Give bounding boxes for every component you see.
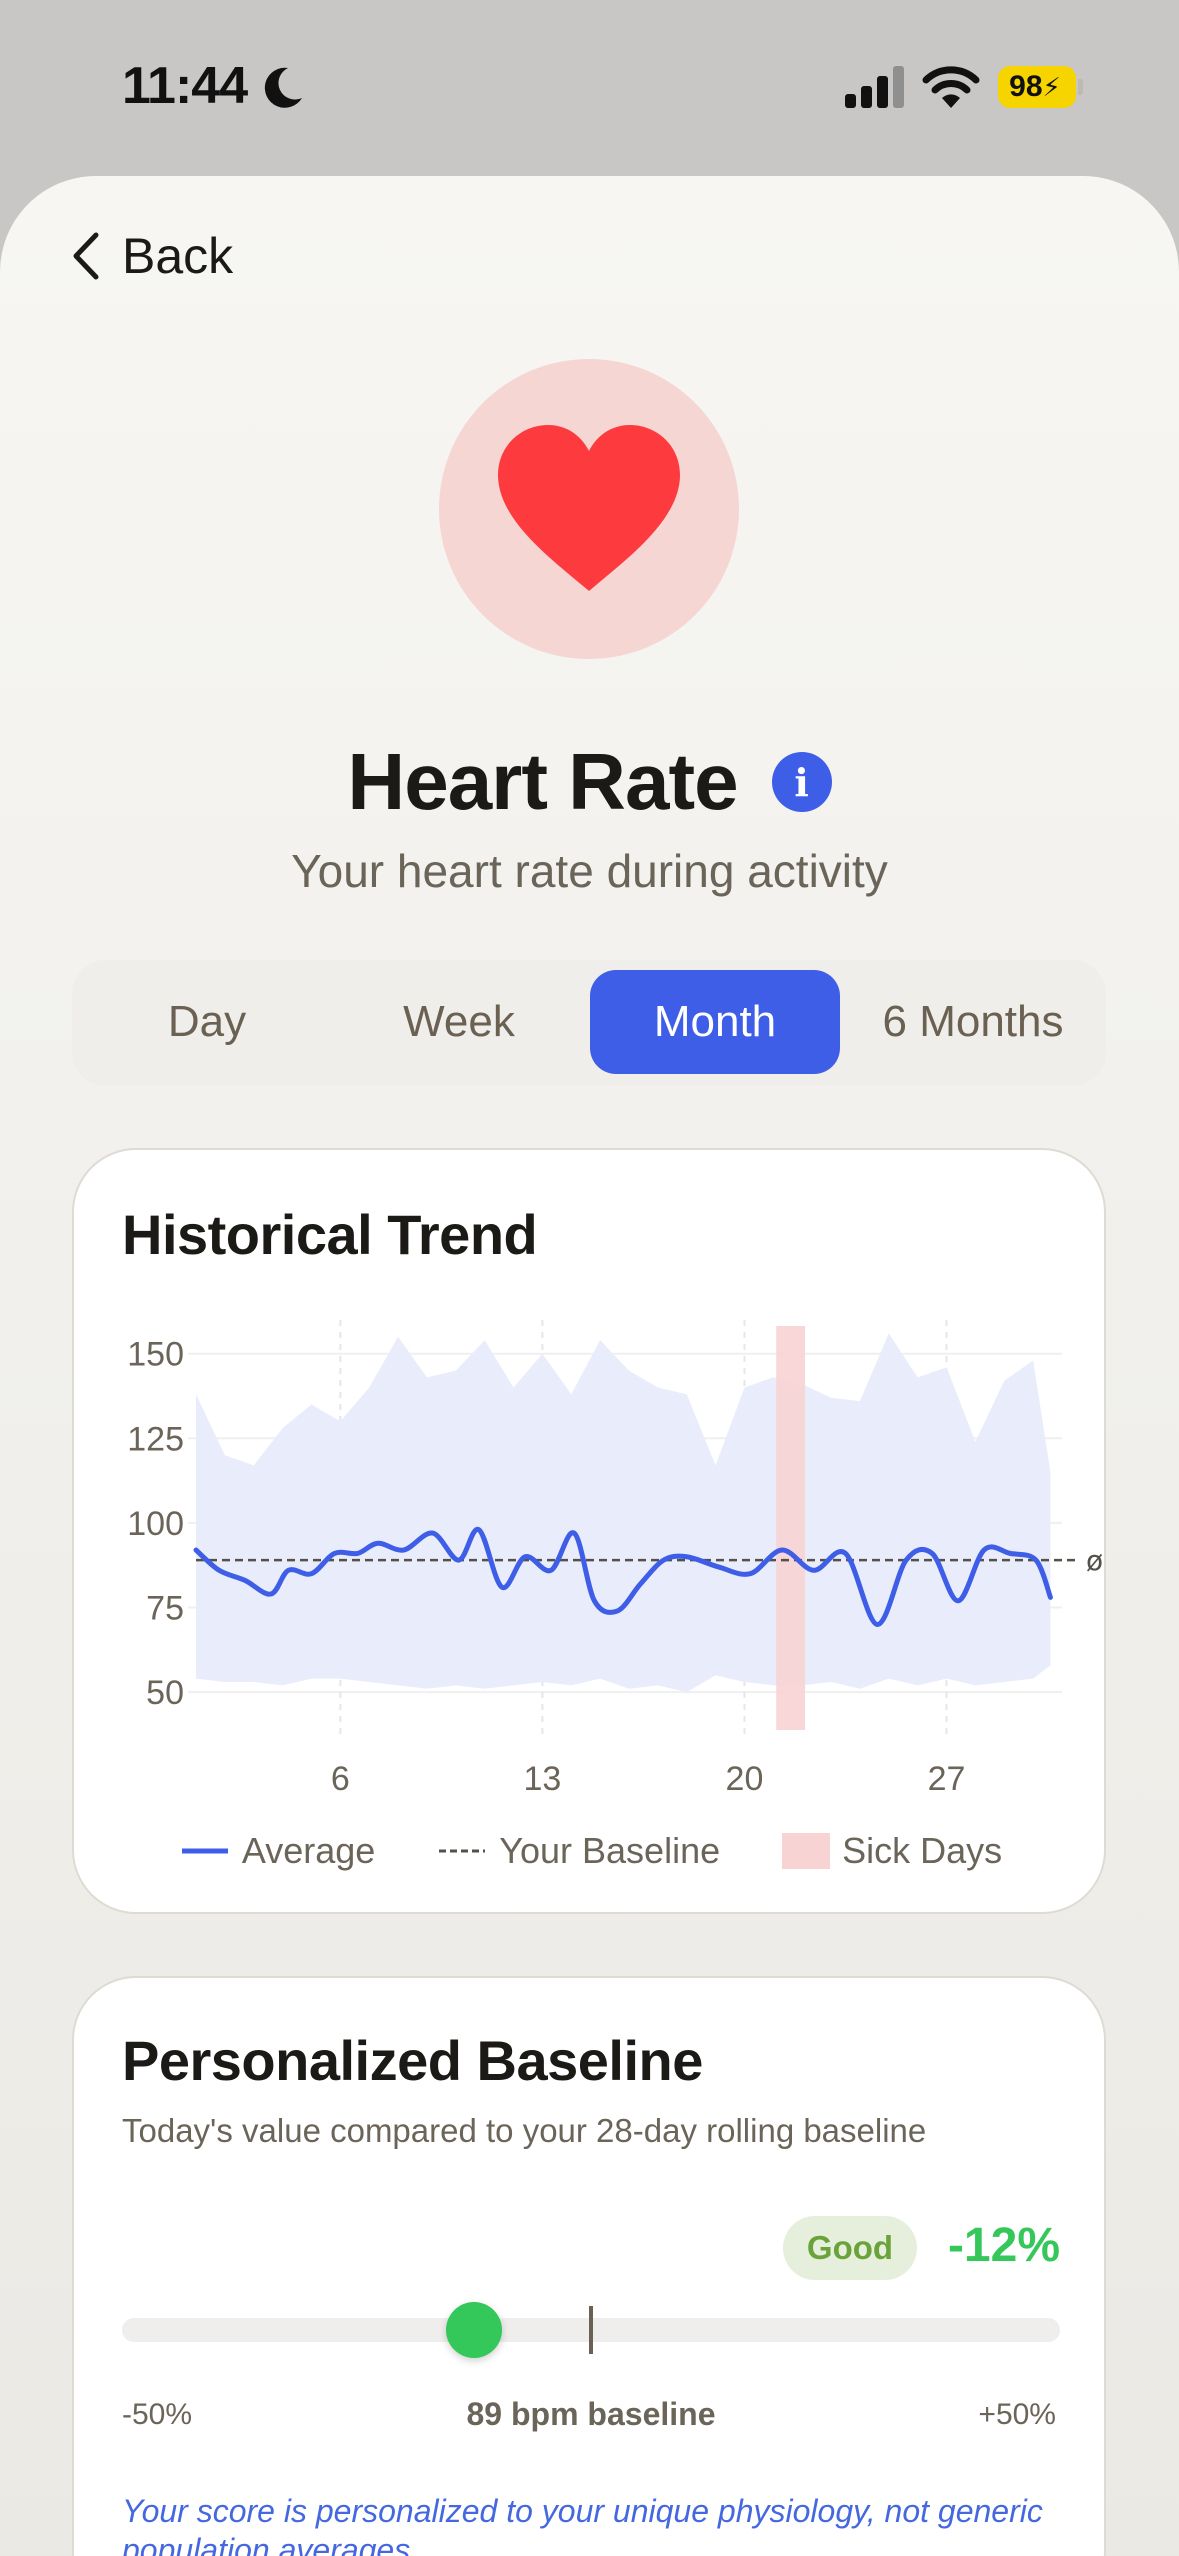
personalized-baseline-card: Personalized Baseline Today's value comp… xyxy=(72,1976,1106,2556)
y-tick-label: 75 xyxy=(146,1590,184,1628)
legend-label: Your Baseline xyxy=(499,1830,721,1871)
legend-item-average: Average xyxy=(180,1830,375,1872)
x-tick-label: 6 xyxy=(331,1760,350,1798)
y-tick-label: 50 xyxy=(146,1674,184,1712)
scale-min-label: -50% xyxy=(122,2398,193,2431)
signal-icon xyxy=(845,66,904,108)
info-icon[interactable]: i xyxy=(771,752,832,812)
slider-knob[interactable] xyxy=(446,2302,503,2358)
y-tick-label: 100 xyxy=(127,1505,184,1543)
tab-day[interactable]: Day xyxy=(167,997,247,1046)
battery-level: 98 xyxy=(1009,70,1043,103)
hero-icon-circle xyxy=(439,359,739,659)
delta-value: -12% xyxy=(947,2219,1060,2272)
legend-line-swatch xyxy=(181,1848,228,1854)
baseline-end-label: ø xyxy=(1086,1544,1103,1577)
page-subtitle: Your heart rate during activity xyxy=(291,845,888,897)
status-time: 11:44 xyxy=(122,57,248,115)
card-title: Historical Trend xyxy=(122,1203,538,1266)
tab-6-months[interactable]: 6 Months xyxy=(882,997,1064,1046)
back-label: Back xyxy=(122,228,234,284)
legend-label: Sick Days xyxy=(842,1830,1003,1871)
baseline-marker xyxy=(589,2306,593,2354)
status-badge: Good xyxy=(783,2216,917,2280)
scale-center-label: 89 bpm baseline xyxy=(466,2396,716,2432)
chart-legend: Average Your Baseline Sick Days xyxy=(74,1830,1108,1872)
tab-week[interactable]: Week xyxy=(403,997,515,1046)
legend-item-sick-days: Sick Days xyxy=(782,1830,1002,1872)
historical-trend-card: Historical Trend ø 50 75 100 125 150 6 13 20 27 A… xyxy=(72,1148,1106,1914)
x-tick-label: 20 xyxy=(726,1760,764,1798)
personalization-note: Your score is personalized to your uniqu… xyxy=(122,2493,1043,2556)
average-line xyxy=(193,1527,1053,1627)
legend-item-baseline: Your Baseline xyxy=(437,1830,720,1872)
page-title: Heart Rate xyxy=(347,737,738,826)
x-tick-label: 13 xyxy=(523,1760,561,1798)
legend-label: Average xyxy=(241,1830,376,1871)
legend-box-swatch xyxy=(782,1833,831,1869)
card-subtitle: Today's value compared to your 28-day ro… xyxy=(122,2112,927,2149)
legend-dashed-swatch xyxy=(439,1849,486,1853)
trend-chart: ø 50 75 100 125 150 6 13 20 27 xyxy=(127,1320,1103,1798)
y-tick-label: 150 xyxy=(127,1336,184,1374)
title-row: Heart Rate i xyxy=(0,736,1179,828)
battery-charging-icon: 98 ⚡ xyxy=(998,66,1076,108)
sick-days-band xyxy=(776,1326,806,1730)
moon-icon xyxy=(264,67,302,108)
card-title: Personalized Baseline xyxy=(122,2029,703,2092)
status-bar: 11:44 98 ⚡ xyxy=(0,0,1179,176)
detail-sheet: Back Heart Rate i Your heart rate during… xyxy=(0,176,1179,2556)
period-segmented-control: Day Week Month 6 Months xyxy=(72,960,1106,1086)
chevron-left-icon xyxy=(73,232,99,280)
y-tick-label: 125 xyxy=(127,1420,184,1458)
back-button[interactable]: Back xyxy=(68,226,233,286)
x-tick-label: 27 xyxy=(928,1760,966,1798)
scale-max-label: +50% xyxy=(978,2398,1056,2431)
range-area xyxy=(196,1333,1051,1693)
battery-cap xyxy=(1078,79,1083,95)
heart-icon xyxy=(498,425,680,591)
tab-month[interactable]: Month xyxy=(590,970,840,1074)
wifi-icon xyxy=(922,66,980,108)
bolt-icon: ⚡ xyxy=(1042,71,1061,102)
